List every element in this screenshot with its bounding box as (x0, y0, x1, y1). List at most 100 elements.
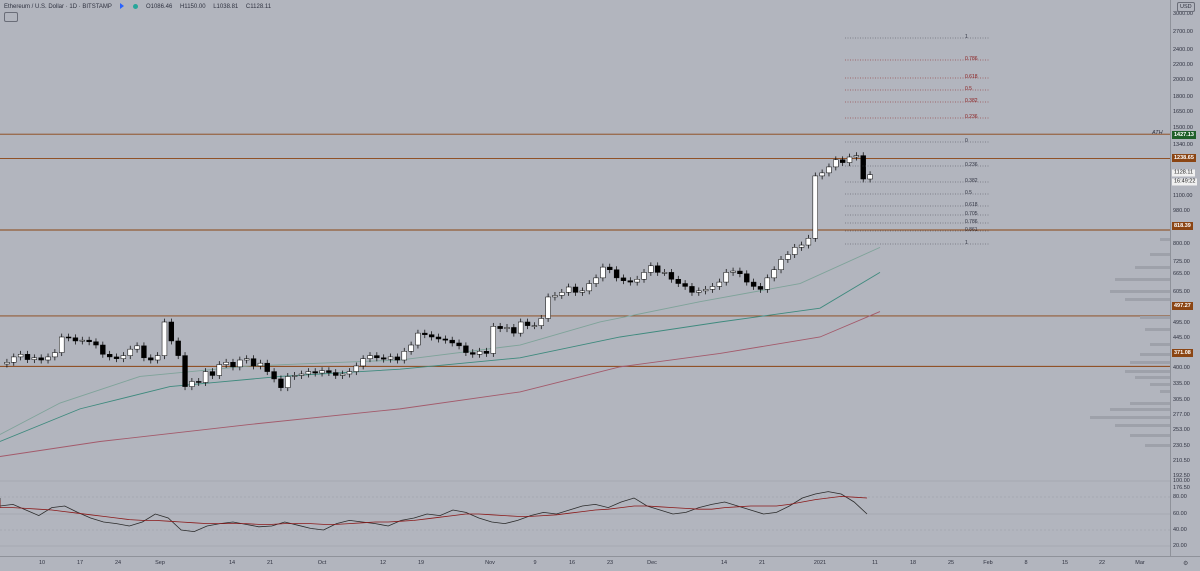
collapse-legend-button[interactable] (4, 12, 18, 22)
resistance-price-tag: 1238.65 (1172, 154, 1196, 162)
symbol-title: Ethereum / U.S. Dollar · 1D · BITSTAMP (4, 3, 112, 10)
fib-level-label: 0.618 (965, 74, 978, 80)
candle (504, 327, 510, 329)
candle (572, 286, 579, 293)
time-tick-label: 10 (38, 560, 46, 566)
time-tick-label: 25 (947, 560, 955, 566)
candle (408, 344, 414, 352)
currency-button[interactable]: USD (1177, 2, 1195, 12)
time-tick-label: 21 (758, 560, 766, 566)
volume-profile-bar (1135, 376, 1170, 379)
price-tick-label: 192.50 (1173, 473, 1190, 479)
candle (278, 378, 284, 388)
time-tick-label: Nov (485, 560, 495, 566)
price-tick-label: 400.00 (1173, 365, 1190, 371)
candle (607, 266, 613, 270)
candle (291, 375, 298, 377)
candle (134, 345, 140, 350)
rsi-panel[interactable] (0, 476, 1170, 556)
candle (476, 351, 483, 355)
price-tick-label: 1100.00 (1173, 193, 1193, 199)
volume-profile-bar (1135, 266, 1170, 269)
candle (689, 286, 695, 293)
volume-profile-bar (1115, 278, 1170, 281)
candle (257, 362, 264, 367)
price-tick-label: 2400.00 (1173, 47, 1193, 53)
candle (833, 159, 839, 168)
candle (401, 351, 407, 361)
candle (435, 336, 442, 340)
candle (552, 295, 558, 298)
time-tick-label: Mar (1135, 560, 1145, 566)
candle (730, 270, 736, 273)
candle (38, 357, 44, 361)
price-tick-label: 277.00 (1173, 412, 1190, 418)
time-tick-label: 23 (606, 560, 614, 566)
candle (511, 327, 517, 334)
moving-average-mid (0, 272, 881, 442)
candle (168, 321, 175, 342)
candle (449, 339, 455, 344)
candle (483, 351, 490, 354)
candle (312, 371, 318, 374)
fib-level-label: 0.786 (965, 219, 978, 225)
candle (518, 321, 524, 334)
candle (655, 265, 661, 273)
candle (161, 321, 168, 356)
price-chart[interactable]: Ethereum / U.S. Dollar · 1D · BITSTAMP O… (0, 0, 1170, 475)
time-tick-label: Dec (647, 560, 657, 566)
candlestick-chart[interactable] (0, 0, 1170, 475)
candle (264, 362, 270, 372)
price-axis[interactable]: 3000.00 2700.00 2400.00 2200.00 2000.00 1800.… (1170, 0, 1200, 556)
candle (798, 244, 805, 248)
time-axis[interactable]: 10 17 24 Sep 14 21 Oct 12 19 Nov 9 16 23 Dec 14 21 2021 1… (0, 556, 1200, 571)
candle (524, 321, 531, 326)
price-tick-label: 2200.00 (1173, 62, 1193, 68)
ath-price-tag: 1427.13 (1172, 131, 1196, 139)
candle (812, 175, 818, 239)
candle (45, 356, 51, 361)
candle (771, 269, 777, 279)
ohlc-open: O1086.46 (145, 3, 173, 10)
price-tick-label: 2700.00 (1173, 29, 1193, 35)
fib-level-label: 0 (965, 138, 968, 144)
candle (387, 356, 394, 360)
candle (839, 159, 846, 163)
osc-tick-label: 60.00 (1173, 511, 1187, 517)
osc-tick-label: 20.00 (1173, 543, 1187, 549)
volume-profile-bar (1130, 402, 1170, 405)
candle (586, 283, 592, 292)
candle (744, 273, 750, 283)
volume-profile-bar (1145, 444, 1170, 447)
ohlc-high: H1150.00 (179, 3, 206, 10)
candle (65, 336, 72, 339)
settings-gear-icon[interactable]: ⚙ (1183, 561, 1189, 567)
time-tick-label: Oct (317, 560, 327, 566)
price-tick-label: 495.00 (1173, 320, 1190, 326)
fib-level-label: 0.5 (965, 86, 972, 92)
candle (634, 279, 640, 283)
candle (298, 373, 305, 376)
candle (120, 355, 127, 359)
candle (805, 238, 812, 246)
candle (661, 272, 668, 274)
candle (490, 326, 496, 354)
time-tick-label: 11 (872, 560, 878, 566)
candle (579, 290, 586, 293)
flag-icon[interactable] (119, 3, 124, 9)
market-status-icon (133, 3, 139, 9)
support-price-tag-2: 497.27 (1172, 302, 1193, 310)
price-tick-label: 1500.00 (1173, 125, 1193, 131)
candle (196, 381, 202, 383)
candle (333, 372, 339, 376)
candle (250, 358, 257, 367)
oscillator-chart[interactable] (0, 476, 1170, 556)
osc-tick-label: 80.00 (1173, 494, 1187, 500)
price-tick-label: 253.00 (1173, 427, 1190, 433)
candle (319, 370, 325, 374)
ohlc-close: C1128.11 (245, 3, 272, 10)
candle (346, 371, 353, 375)
support-price-tag-3: 371.08 (1172, 349, 1193, 357)
candle (367, 355, 373, 359)
candle (175, 340, 181, 356)
